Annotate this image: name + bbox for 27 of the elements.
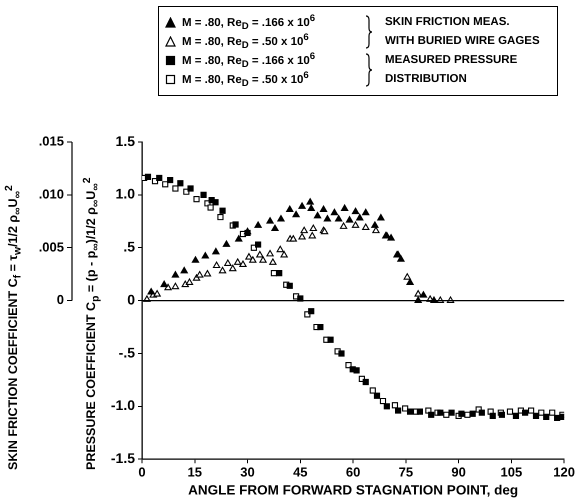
y2-tick-label: .005 xyxy=(38,239,64,254)
y2-tick-label: .010 xyxy=(38,186,64,202)
y2-tick-label: .015 xyxy=(38,134,64,149)
y-tick-label: .5 xyxy=(123,238,136,255)
x-axis-title: ANGLE FROM FORWARD STAGNATION POINT, deg xyxy=(188,482,518,498)
legend-label: M = .80, Re$_{D}$ = .166 x 10$^{6}$ xyxy=(182,50,316,70)
x-tick-label: 75 xyxy=(398,464,414,480)
x-tick-label: 15 xyxy=(188,464,202,480)
y-tick-label: 0 xyxy=(127,291,136,308)
x-tick-label: 90 xyxy=(451,464,466,480)
text: MEASURED PRESSURE DISTRIBUTION xyxy=(385,53,518,87)
legend-label: M = .80, Re$_{D}$ = .50 x 10$^{6}$ xyxy=(182,32,309,52)
x-tick-label: 105 xyxy=(500,464,522,480)
legend-label: M = .80, Re$_{D}$ = .50 x 10$^{6}$ xyxy=(182,70,309,90)
x-tick-label: 0 xyxy=(138,464,146,480)
legend-label: M = .80, Re$_{D}$ = .166 x 10$^{6}$ xyxy=(182,12,316,32)
y-tick-label: 1.5 xyxy=(116,132,136,149)
y2-tick-label: 0 xyxy=(56,292,64,308)
x-tick-label: 30 xyxy=(240,464,255,480)
y-tick-label: -.5 xyxy=(118,344,136,360)
y-tick-label: -1.0 xyxy=(110,397,136,414)
x-tick-label: 45 xyxy=(293,464,308,480)
x-tick-label: 120 xyxy=(553,464,576,480)
text: SKIN FRICTION MEAS. WITH BURIED WIRE GAGES xyxy=(385,15,540,49)
y-tick-label: -1.5 xyxy=(110,450,136,466)
y-tick-label: 1.0 xyxy=(116,186,136,202)
x-tick-label: 60 xyxy=(346,464,360,480)
